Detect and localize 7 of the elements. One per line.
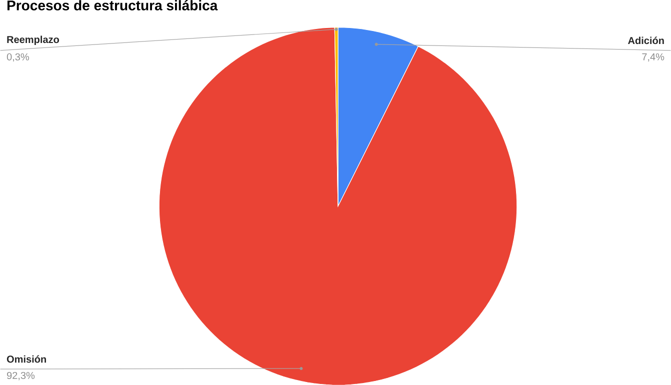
slice-label: Omisión xyxy=(6,355,46,363)
slice-label: Adición xyxy=(628,36,664,44)
data-label: 7,4% xyxy=(642,53,664,62)
data-label: 92,3% xyxy=(7,372,35,380)
slice-label: Reemplazo xyxy=(7,36,60,45)
chart-title: Procesos de estructura silábica xyxy=(7,0,218,10)
data-label: 0,3% xyxy=(6,53,30,62)
